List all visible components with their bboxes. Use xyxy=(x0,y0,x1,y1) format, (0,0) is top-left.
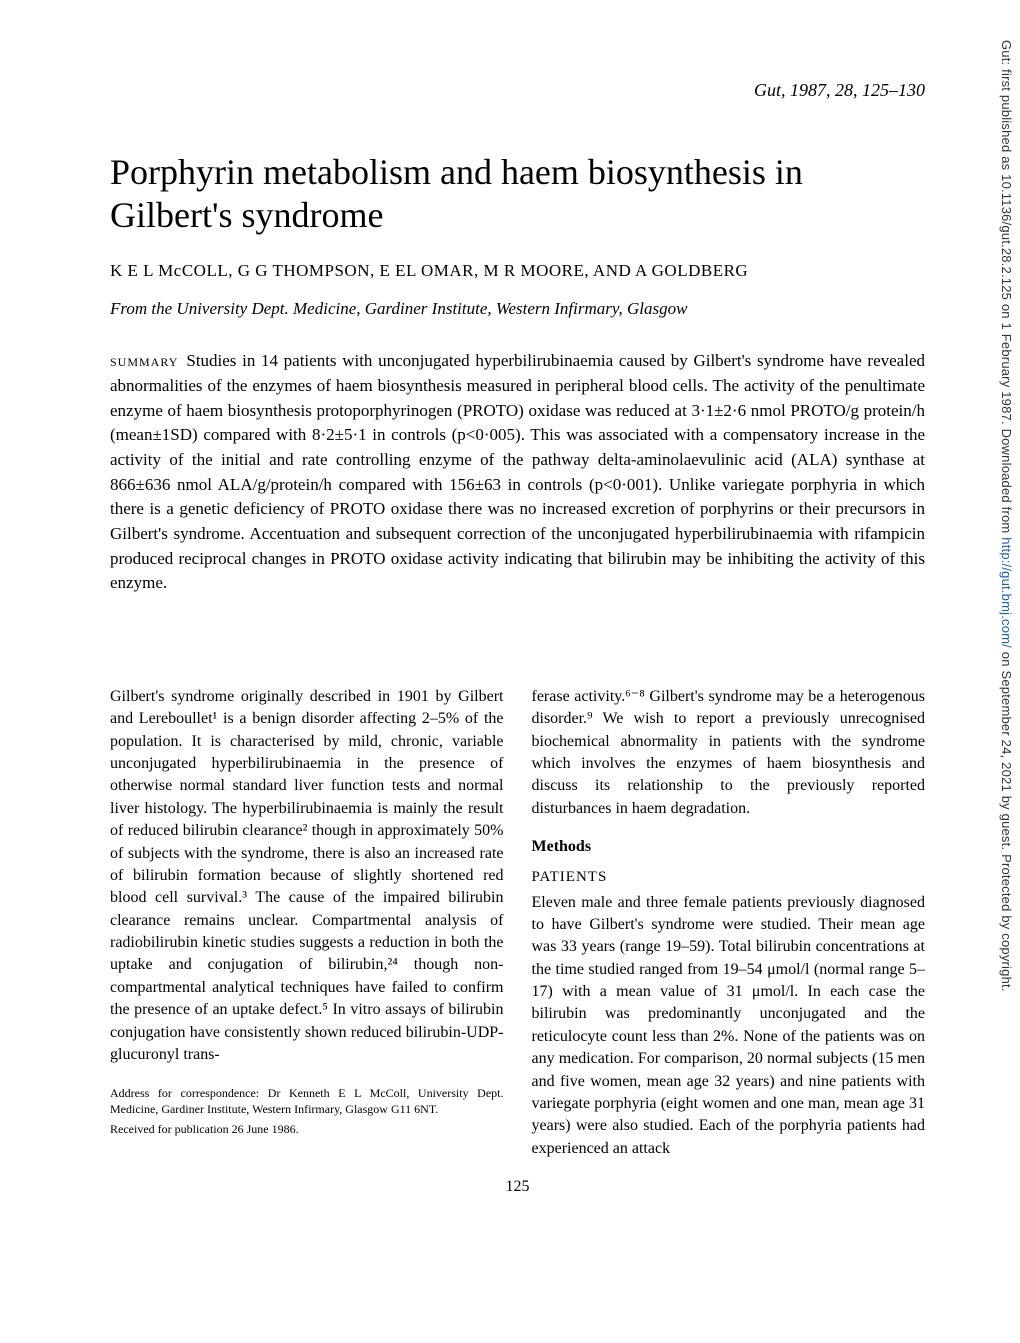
article-title: Porphyrin metabolism and haem biosynthes… xyxy=(110,151,925,237)
author-list: K E L McCOLL, G G THOMPSON, E EL OMAR, M… xyxy=(110,261,925,281)
methods-heading: Methods xyxy=(532,836,926,858)
journal-reference: Gut, 1987, 28, 125–130 xyxy=(110,80,925,101)
right-column: ferase activity.⁶⁻⁸ Gilbert's syndrome m… xyxy=(532,686,926,1164)
patients-heading: PATIENTS xyxy=(532,867,926,888)
download-sidebar: Gut: first published as 10.1136/gut.28.2… xyxy=(999,40,1014,1303)
left-column: Gilbert's syndrome originally described … xyxy=(110,686,504,1164)
body-columns: Gilbert's syndrome originally described … xyxy=(110,686,925,1164)
sidebar-link[interactable]: http://gut.bmj.com/ xyxy=(999,537,1014,648)
summary-label: summary xyxy=(110,351,178,370)
correspondence-footnote: Address for correspondence: Dr Kenneth E… xyxy=(110,1086,504,1137)
abstract: summaryStudies in 14 patients with uncon… xyxy=(110,349,925,595)
sidebar-text: on September 24, 2021 by guest. Protecte… xyxy=(999,648,1014,992)
affiliation: From the University Dept. Medicine, Gard… xyxy=(110,299,925,319)
body-paragraph: Gilbert's syndrome originally described … xyxy=(110,686,504,1067)
footnote-line: Received for publication 26 June 1986. xyxy=(110,1122,504,1138)
sidebar-text: Gut: first published as 10.1136/gut.28.2… xyxy=(999,40,1014,537)
body-paragraph: ferase activity.⁶⁻⁸ Gilbert's syndrome m… xyxy=(532,686,926,820)
footnote-line: Address for correspondence: Dr Kenneth E… xyxy=(110,1086,504,1117)
summary-text: Studies in 14 patients with unconjugated… xyxy=(110,351,925,592)
page-number: 125 xyxy=(110,1178,925,1196)
body-paragraph: Eleven male and three female patients pr… xyxy=(532,892,926,1161)
